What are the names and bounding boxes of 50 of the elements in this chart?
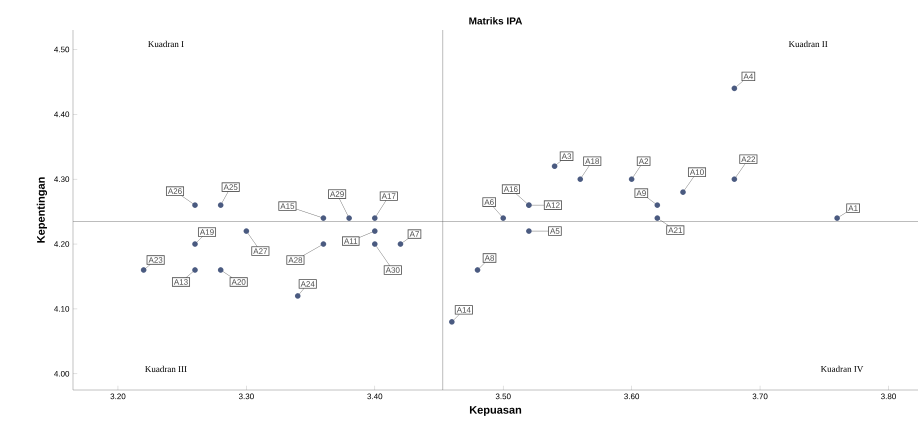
annotation: A6 [484,199,494,205]
x-tick-label: 3.20 [110,394,126,400]
x-tick-label: 3.70 [752,394,768,400]
annotation: Kuadran III [145,366,187,372]
y-tick-label: 4.30 [54,176,70,182]
annotation: A15 [280,203,294,209]
annotation: Kuadran II [788,40,828,48]
annotation: A16 [504,186,518,192]
annotation: A24 [300,281,315,287]
y-tick-label: 4.40 [54,111,70,118]
x-tick-label: 3.80 [880,394,896,400]
y-tick-label: 4.00 [54,370,70,377]
annotation: A5 [550,228,560,234]
annotation: A12 [546,202,560,208]
x-axis-title: Kepuasan [470,406,522,416]
annotation: A22 [741,156,756,162]
annotation: A9 [636,190,646,196]
annotation: A20 [232,279,246,285]
chart-title: Matriks IPA [469,17,522,24]
annotation: A26 [168,188,182,194]
x-tick-label: 3.50 [496,394,511,400]
annotation: A2 [638,158,648,164]
annotation: A23 [148,257,162,263]
annotation: A28 [288,257,302,263]
annotation: A30 [386,267,400,273]
annotation: A25 [224,184,238,190]
y-axis-title: Kepentingan [36,177,48,243]
annotation: A21 [668,227,682,233]
annotation: A19 [200,229,214,235]
y-tick-label: 4.50 [54,46,70,52]
annotation: A13 [174,279,188,285]
annotation: A27 [253,248,268,254]
annotation: A7 [410,231,419,237]
annotation: Kuadran I [148,40,184,48]
y-tick-label: 4.20 [54,241,70,247]
annotation: A18 [585,158,600,164]
annotation: A4 [743,74,754,80]
annotation: A1 [848,205,858,211]
x-tick-label: 3.60 [624,394,640,400]
x-tick-label: 3.40 [367,394,382,400]
annotation: A8 [484,255,494,261]
annotation: A10 [690,169,704,175]
x-tick-label: 3.30 [238,394,254,400]
annotation: A17 [382,193,396,199]
annotation: A14 [456,307,471,313]
annotation: Kuadran IV [820,366,864,372]
annotation: A29 [330,191,344,197]
annotation: A3 [562,153,572,160]
annotation: A11 [344,238,358,244]
y-tick-label: 4.10 [54,306,70,312]
